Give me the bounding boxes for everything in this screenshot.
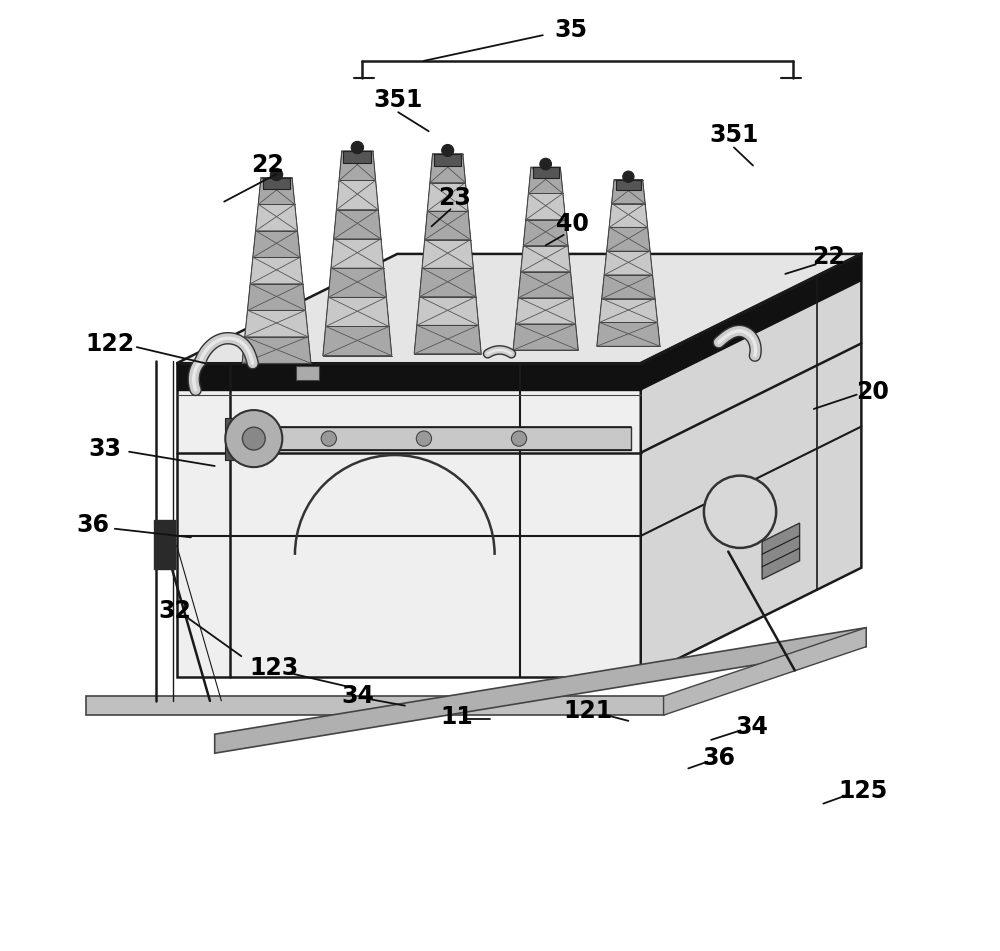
Bar <box>263 178 290 189</box>
Circle shape <box>242 427 265 450</box>
Bar <box>343 151 371 164</box>
Text: 36: 36 <box>702 746 735 770</box>
Circle shape <box>442 145 454 157</box>
Text: 33: 33 <box>89 437 122 461</box>
Text: 36: 36 <box>76 513 109 537</box>
Polygon shape <box>414 154 481 354</box>
Circle shape <box>511 431 527 446</box>
Polygon shape <box>597 322 660 346</box>
Circle shape <box>270 168 283 181</box>
Polygon shape <box>323 326 392 356</box>
Polygon shape <box>258 178 295 204</box>
Text: 125: 125 <box>839 779 888 804</box>
Text: 35: 35 <box>555 18 588 43</box>
Polygon shape <box>417 297 478 325</box>
Polygon shape <box>762 523 800 579</box>
Polygon shape <box>334 209 381 239</box>
Polygon shape <box>177 363 641 677</box>
Polygon shape <box>323 151 392 356</box>
Polygon shape <box>607 227 650 251</box>
Polygon shape <box>253 231 300 258</box>
Polygon shape <box>339 151 375 181</box>
Polygon shape <box>513 167 578 350</box>
Polygon shape <box>215 628 866 753</box>
Text: 121: 121 <box>563 699 612 724</box>
Polygon shape <box>326 298 389 326</box>
Polygon shape <box>529 167 563 193</box>
Polygon shape <box>602 275 655 299</box>
Polygon shape <box>604 251 652 275</box>
Bar <box>154 519 175 569</box>
Polygon shape <box>331 239 384 268</box>
Text: 123: 123 <box>249 655 298 680</box>
Text: 34: 34 <box>341 684 374 708</box>
Polygon shape <box>599 299 657 322</box>
Bar <box>296 366 319 380</box>
Polygon shape <box>664 628 866 715</box>
Bar <box>616 180 641 190</box>
Circle shape <box>351 142 364 154</box>
Text: 11: 11 <box>441 705 474 729</box>
Polygon shape <box>422 240 473 268</box>
Text: 351: 351 <box>374 87 423 112</box>
Polygon shape <box>414 325 481 354</box>
Polygon shape <box>526 193 565 220</box>
Polygon shape <box>597 180 660 346</box>
Text: 22: 22 <box>251 153 283 178</box>
Polygon shape <box>523 220 568 245</box>
Circle shape <box>416 431 432 446</box>
Polygon shape <box>430 154 465 183</box>
Polygon shape <box>641 254 861 390</box>
Polygon shape <box>513 324 578 350</box>
Text: 23: 23 <box>438 185 471 210</box>
Polygon shape <box>235 427 631 450</box>
Polygon shape <box>521 245 570 272</box>
Polygon shape <box>337 181 378 209</box>
Circle shape <box>623 171 634 183</box>
Circle shape <box>540 158 551 170</box>
Polygon shape <box>177 363 641 390</box>
Polygon shape <box>518 272 573 298</box>
Polygon shape <box>641 254 861 677</box>
Polygon shape <box>425 211 471 240</box>
Circle shape <box>704 476 776 548</box>
Polygon shape <box>328 268 386 298</box>
Text: 40: 40 <box>556 212 589 237</box>
Text: 351: 351 <box>709 123 759 147</box>
Polygon shape <box>250 258 303 283</box>
Polygon shape <box>245 310 308 337</box>
Polygon shape <box>225 417 241 459</box>
Polygon shape <box>516 298 575 324</box>
Text: 20: 20 <box>856 379 889 404</box>
Text: 22: 22 <box>812 244 844 269</box>
Polygon shape <box>612 180 645 204</box>
Polygon shape <box>242 337 311 363</box>
Polygon shape <box>177 254 861 363</box>
Circle shape <box>321 431 336 446</box>
Polygon shape <box>427 183 468 211</box>
Circle shape <box>225 410 282 467</box>
Bar <box>434 154 461 166</box>
Text: 34: 34 <box>736 714 768 739</box>
Polygon shape <box>248 283 305 310</box>
Text: 32: 32 <box>158 598 191 623</box>
Polygon shape <box>420 268 476 297</box>
Bar <box>533 167 559 179</box>
Polygon shape <box>86 696 664 715</box>
Polygon shape <box>242 178 311 363</box>
Text: 122: 122 <box>86 332 135 357</box>
Polygon shape <box>256 204 297 231</box>
Polygon shape <box>609 204 647 227</box>
